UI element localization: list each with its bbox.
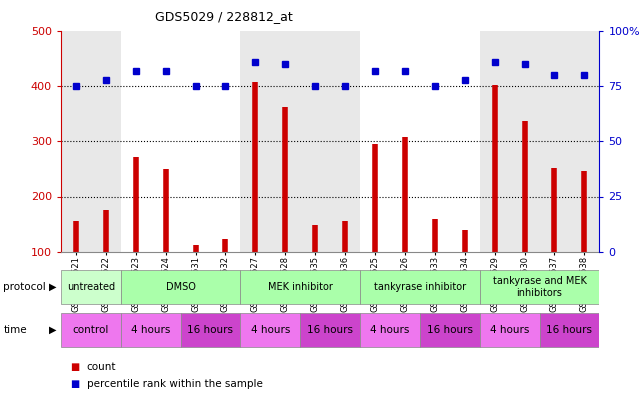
Bar <box>240 270 360 304</box>
Text: ■: ■ <box>71 379 79 389</box>
Bar <box>360 270 479 304</box>
Text: ▶: ▶ <box>49 325 56 335</box>
Bar <box>61 31 121 252</box>
Bar <box>61 270 121 304</box>
Bar <box>240 31 360 252</box>
Bar <box>479 313 540 347</box>
Bar <box>121 270 240 304</box>
Text: 16 hours: 16 hours <box>187 325 233 335</box>
Text: 4 hours: 4 hours <box>370 325 410 335</box>
Text: time: time <box>3 325 27 335</box>
Text: 4 hours: 4 hours <box>251 325 290 335</box>
Text: 16 hours: 16 hours <box>427 325 473 335</box>
Text: 16 hours: 16 hours <box>546 325 592 335</box>
Bar <box>479 270 599 304</box>
Bar <box>61 313 121 347</box>
Text: control: control <box>72 325 109 335</box>
Text: 4 hours: 4 hours <box>131 325 171 335</box>
Text: 4 hours: 4 hours <box>490 325 529 335</box>
Text: ▶: ▶ <box>49 282 56 292</box>
Bar <box>121 313 181 347</box>
Bar <box>540 313 599 347</box>
Bar <box>240 313 300 347</box>
Text: untreated: untreated <box>67 282 115 292</box>
Text: 16 hours: 16 hours <box>307 325 353 335</box>
Bar <box>420 313 479 347</box>
Bar <box>300 313 360 347</box>
Text: tankyrase inhibitor: tankyrase inhibitor <box>374 282 466 292</box>
Bar <box>181 313 240 347</box>
Bar <box>479 31 599 252</box>
Text: MEK inhibitor: MEK inhibitor <box>268 282 333 292</box>
Text: tankyrase and MEK
inhibitors: tankyrase and MEK inhibitors <box>492 276 587 298</box>
Text: percentile rank within the sample: percentile rank within the sample <box>87 379 262 389</box>
Text: DMSO: DMSO <box>165 282 196 292</box>
Text: GDS5029 / 228812_at: GDS5029 / 228812_at <box>156 10 293 23</box>
Bar <box>121 31 240 252</box>
Bar <box>360 313 420 347</box>
Text: count: count <box>87 362 116 373</box>
Bar <box>360 31 479 252</box>
Text: ■: ■ <box>71 362 79 373</box>
Text: protocol: protocol <box>3 282 46 292</box>
